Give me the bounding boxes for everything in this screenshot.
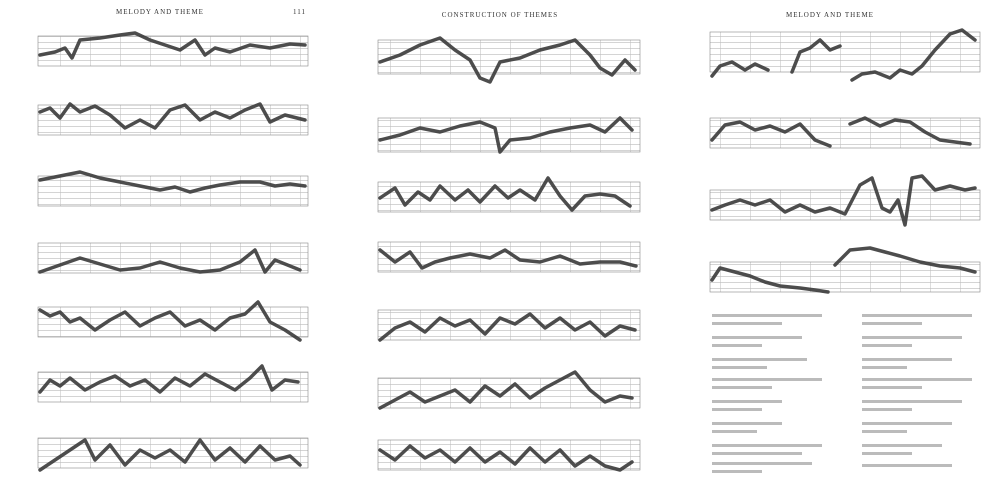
book-spread: MELODY AND THEME 111 CONSTRUCTION OF THE… bbox=[0, 0, 997, 487]
page-number: 111 bbox=[293, 8, 306, 16]
page-header: CONSTRUCTION OF THEMES bbox=[442, 11, 558, 19]
page-header: MELODY AND THEME bbox=[116, 8, 204, 16]
page-header: MELODY AND THEME bbox=[786, 11, 874, 19]
